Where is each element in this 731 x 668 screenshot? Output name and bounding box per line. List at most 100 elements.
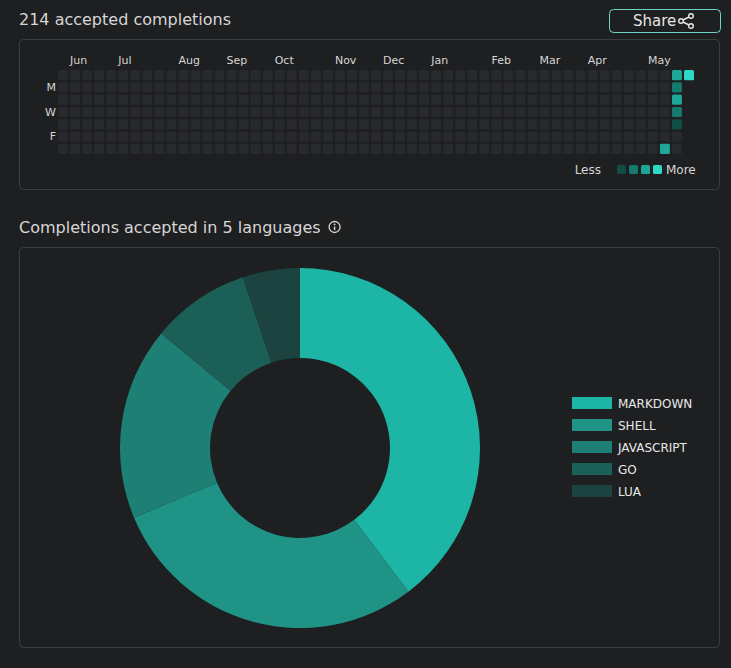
- heatmap-cell: [383, 119, 393, 129]
- heatmap-cell: [383, 144, 393, 154]
- heatmap-cell: [383, 95, 393, 105]
- heatmap-cell: [600, 95, 610, 105]
- heatmap-cell: [118, 70, 128, 80]
- month-tick: Nov: [335, 54, 357, 67]
- heatmap-cell: [636, 82, 646, 92]
- heatmap-cell: [636, 70, 646, 80]
- heatmap-cell: [672, 95, 682, 105]
- heatmap-cell: [467, 131, 477, 141]
- heatmap-cell: [239, 131, 249, 141]
- share-icon-dot[interactable]: [689, 24, 694, 29]
- heatmap-cell: [287, 95, 297, 105]
- heatmap-cell: [251, 95, 261, 105]
- panel: [20, 40, 720, 190]
- heatmap-cell: [347, 70, 357, 80]
- heatmap-cell: [455, 131, 465, 141]
- heatmap-cell: [419, 144, 429, 154]
- heatmap-cell: [564, 107, 574, 117]
- heatmap-cell: [251, 119, 261, 129]
- heatmap-cell: [299, 82, 309, 92]
- heatmap-cell: [239, 82, 249, 92]
- heatmap-cell: [467, 82, 477, 92]
- heatmap-cell: [94, 107, 104, 117]
- share-label[interactable]: Share: [633, 12, 676, 30]
- heatmap-cell: [540, 119, 550, 129]
- heatmap-cell: [588, 144, 598, 154]
- heatmap-cell: [239, 144, 249, 154]
- heatmap-cell: [239, 107, 249, 117]
- heatmap-cell: [190, 82, 200, 92]
- share-icon-dot[interactable]: [679, 19, 684, 24]
- heatmap-cell: [648, 119, 658, 129]
- heatmap-cell: [576, 144, 586, 154]
- heatmap-cell: [142, 131, 152, 141]
- pie-legend: MARKDOWNSHELLJAVASCRIPTGOLUA: [572, 397, 692, 499]
- heatmap-cell: [178, 70, 188, 80]
- heatmap-cell: [636, 144, 646, 154]
- share-button[interactable]: Share: [610, 10, 721, 33]
- heatmap-cell: [395, 107, 405, 117]
- heatmap-cell: [576, 107, 586, 117]
- heatmap-cell: [395, 119, 405, 129]
- share-icon-dot[interactable]: [689, 14, 694, 19]
- heatmap-cell: [227, 95, 237, 105]
- heatmap-cell: [564, 95, 574, 105]
- heatmap-cell: [443, 70, 453, 80]
- heatmap-cell: [154, 82, 164, 92]
- heatmap-cell: [660, 70, 670, 80]
- heatmap-cell: [395, 82, 405, 92]
- month-label: Jan: [430, 54, 448, 67]
- heatmap-cell: [576, 82, 586, 92]
- day-label: M: [47, 81, 57, 94]
- info-icon[interactable]: [329, 222, 340, 233]
- heatmap-cell: [311, 95, 321, 105]
- heatmap-cell: [166, 131, 176, 141]
- heatmap-cell: [227, 131, 237, 141]
- heatmap-cell: [347, 82, 357, 92]
- heatmap-cell: [142, 119, 152, 129]
- heatmap-cell: [528, 119, 538, 129]
- heatmap-cell: [672, 131, 682, 141]
- heatmap-cell: [263, 119, 273, 129]
- heatmap-cell: [106, 131, 116, 141]
- heatmap-cell: [58, 82, 68, 92]
- heatmap-cell: [323, 95, 333, 105]
- info-icon-stem[interactable]: [334, 227, 335, 231]
- heatmap-cell: [287, 119, 297, 129]
- heatmap-cell: [588, 82, 598, 92]
- share-icon-line[interactable]: [683, 22, 689, 25]
- info-icon-dot[interactable]: [334, 224, 336, 226]
- heatmap-cell: [600, 107, 610, 117]
- heatmap-cell: [503, 131, 513, 141]
- heatmap-cell: [455, 119, 465, 129]
- heatmap-cell: [479, 144, 489, 154]
- heatmap-cell: [540, 95, 550, 105]
- share-icon-line[interactable]: [683, 17, 689, 20]
- day-label: F: [50, 130, 56, 143]
- heatmap-cell: [588, 70, 598, 80]
- heatmap-cell: [58, 95, 68, 105]
- heatmap-cell: [540, 107, 550, 117]
- heatmap-cell: [311, 70, 321, 80]
- heatmap-cell: [130, 107, 140, 117]
- month-tick: Oct: [275, 54, 295, 67]
- heatmap-cell: [407, 131, 417, 141]
- heatmap-cell: [528, 95, 538, 105]
- heatmap-cell: [178, 119, 188, 129]
- heatmap-cell: [564, 70, 574, 80]
- pie-slices: [120, 268, 480, 628]
- month-tick: Aug: [178, 54, 199, 67]
- heatmap-cell: [371, 95, 381, 105]
- month-label: Sep: [227, 54, 248, 67]
- heatmap-cell: [624, 70, 634, 80]
- heatmap-cell: [540, 144, 550, 154]
- month-label: Aug: [178, 54, 199, 67]
- share-icon[interactable]: [679, 14, 694, 29]
- heatmap-cell: [552, 119, 562, 129]
- heatmap-cell: [660, 95, 670, 105]
- info-icon-ring[interactable]: [329, 222, 340, 233]
- heatmap-cell: [540, 82, 550, 92]
- heatmap-cell: [491, 119, 501, 129]
- share-button-frame[interactable]: [610, 10, 721, 33]
- heatmap-cell: [660, 131, 670, 141]
